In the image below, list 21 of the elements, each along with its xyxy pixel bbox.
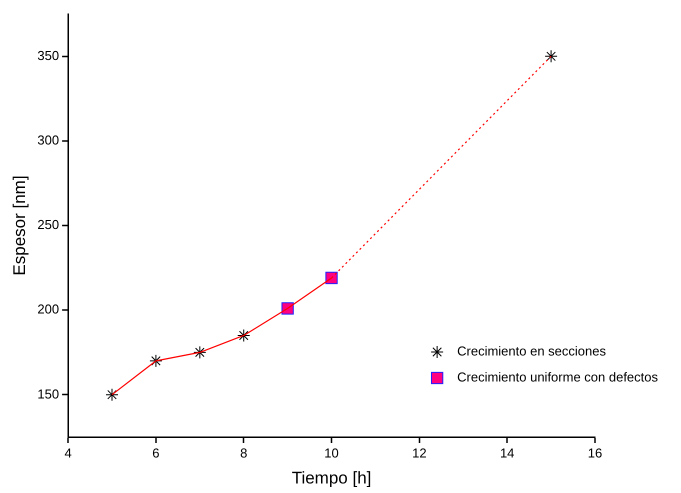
- legend-label: Crecimiento uniforme con defectos: [457, 370, 658, 385]
- x-tick-label: 4: [64, 445, 72, 460]
- point: [149, 354, 162, 368]
- x-tick-label: 14: [500, 445, 514, 460]
- point: [544, 50, 558, 63]
- x-tick-label: 8: [240, 445, 248, 460]
- x-axis-title: Tiempo [h]: [292, 468, 372, 488]
- x-tick-label: 12: [412, 445, 427, 460]
- x-tick-label: 6: [152, 445, 160, 460]
- point: [106, 388, 118, 402]
- y-tick-label: 150: [37, 386, 60, 402]
- y-tick-label: 200: [37, 302, 60, 317]
- y-axis-title: Espesor [nm]: [10, 175, 29, 276]
- point: [237, 328, 250, 342]
- point: [193, 346, 206, 359]
- legend-label: Crecimiento en secciones: [457, 344, 606, 359]
- x-tick-label: 16: [588, 445, 602, 460]
- y-tick-label: 250: [37, 217, 60, 232]
- y-tick-label: 350: [37, 48, 60, 63]
- x-tick-label: 10: [324, 445, 339, 460]
- y-tick-label: 300: [37, 132, 60, 148]
